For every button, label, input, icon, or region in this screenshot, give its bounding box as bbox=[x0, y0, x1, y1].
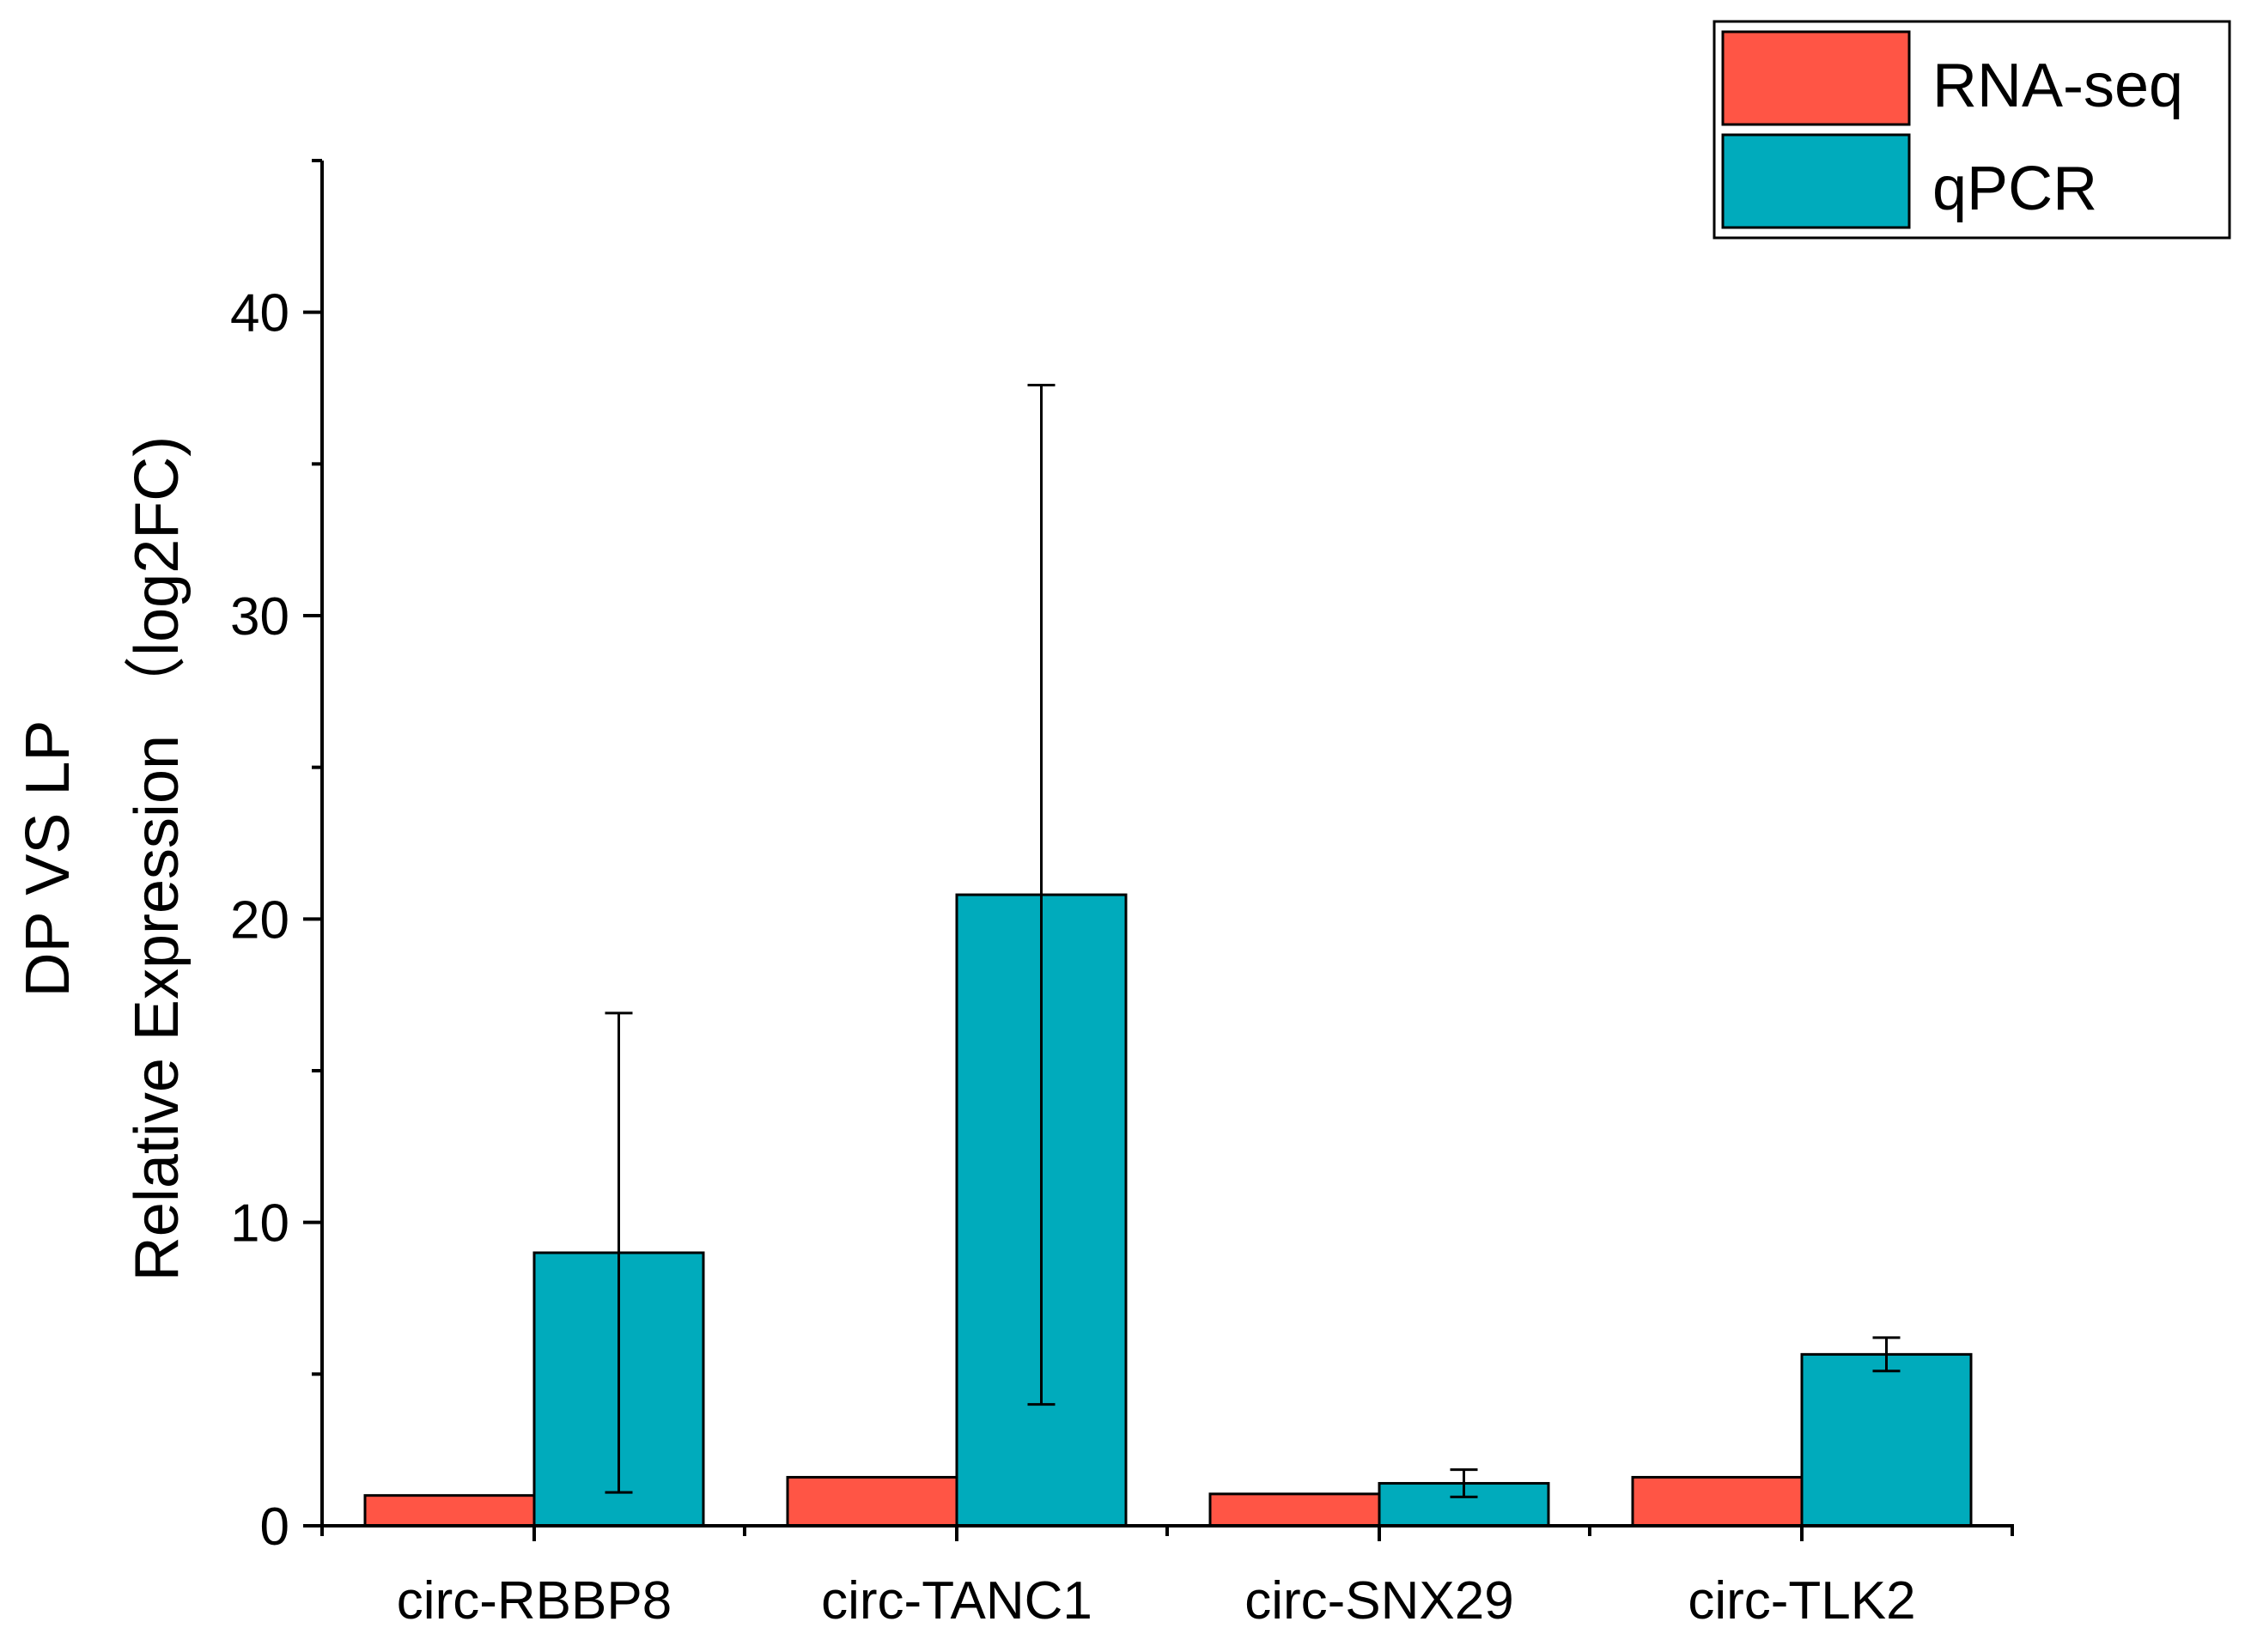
y-tick-label-30: 30 bbox=[230, 587, 289, 647]
legend: RNA-seq qPCR bbox=[1713, 20, 2231, 240]
legend-swatch-rna-seq bbox=[1721, 30, 1911, 126]
legend-swatch-qpcr bbox=[1721, 133, 1911, 229]
error-bars-layer bbox=[605, 383, 1901, 1498]
bars-layer bbox=[363, 893, 1973, 1527]
bar-rna-seq-circ-rbbp8 bbox=[363, 1494, 536, 1527]
legend-label-qpcr: qPCR bbox=[1932, 155, 2097, 223]
axes-layer bbox=[303, 159, 2014, 1541]
bar-rna-seq-circ-snx29 bbox=[1208, 1492, 1381, 1527]
bar-rna-seq-circ-tanc1 bbox=[786, 1475, 958, 1527]
y-axis-title-line2: Relative Expression （log2FC) bbox=[123, 436, 192, 1281]
bar-qpcr-circ-tlk2 bbox=[1800, 1352, 1973, 1527]
bar-rna-seq-circ-tlk2 bbox=[1631, 1475, 1804, 1527]
y-tick-label-20: 20 bbox=[230, 890, 289, 950]
x-tick-label-circ-tlk2: circ-TLK2 bbox=[1688, 1571, 1915, 1631]
y-tick-label-0: 0 bbox=[260, 1497, 289, 1557]
y-axis-title-line1: DP VS LP bbox=[14, 720, 82, 998]
y-tick-label-40: 40 bbox=[230, 284, 289, 343]
legend-label-rna-seq: RNA-seq bbox=[1932, 52, 2183, 120]
y-tick-label-10: 10 bbox=[230, 1194, 289, 1254]
x-tick-label-circ-rbbp8: circ-RBBP8 bbox=[397, 1571, 672, 1631]
labels-layer: circ-RBBP8 circ-TANC1 circ-SNX29 circ-TLK2 0… bbox=[230, 284, 1916, 1631]
x-tick-label-circ-tanc1: circ-TANC1 bbox=[821, 1571, 1092, 1631]
x-tick-label-circ-snx29: circ-SNX29 bbox=[1244, 1571, 1514, 1631]
